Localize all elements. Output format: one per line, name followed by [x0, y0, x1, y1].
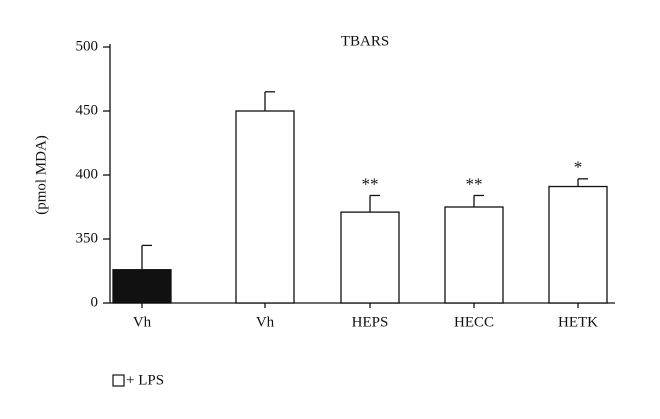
x-tick-label: HETK: [558, 314, 598, 330]
significance-label: **: [362, 174, 379, 193]
legend-label: + LPS: [126, 372, 164, 388]
y-axis-label: (pmol MDA): [33, 135, 49, 215]
bar: [444, 206, 504, 304]
y-tick-label: 500: [76, 38, 99, 54]
y-tick-label: 350: [76, 230, 99, 246]
x-tick-label: Vh: [133, 314, 152, 330]
y-tick-label: 450: [76, 102, 99, 118]
bar: [235, 110, 295, 304]
significance-label: *: [574, 158, 583, 177]
y-tick-label: 0: [91, 294, 99, 310]
chart-title: TBARS: [341, 33, 389, 49]
bar: [112, 269, 172, 304]
bar: [548, 185, 608, 304]
bar: [340, 211, 400, 304]
y-tick-label: 400: [76, 166, 99, 182]
significance-label: **: [466, 174, 483, 193]
x-tick-label: Vh: [256, 314, 275, 330]
x-tick-label: HECC: [454, 314, 494, 330]
x-tick-label: HEPS: [352, 314, 389, 330]
legend-swatch: [112, 374, 125, 387]
